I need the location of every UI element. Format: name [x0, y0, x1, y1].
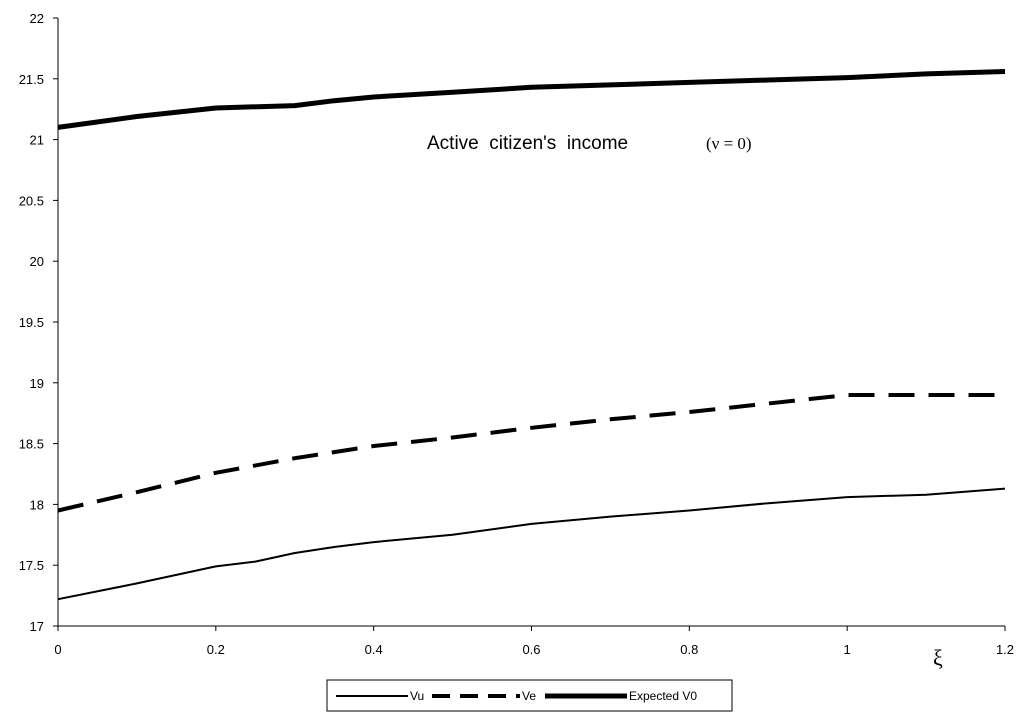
legend-items: Vu Ve Expected V0 [336, 689, 697, 703]
x-axis-label: ξ [933, 645, 943, 670]
series-line-vu [57, 487, 1006, 601]
x-ticks: 0 0.2 0.4 0.6 0.8 1 1.2 [54, 626, 1014, 657]
series-layer [57, 69, 1006, 601]
series-line-ve [57, 393, 1005, 513]
x-tick-label: 0 [54, 642, 61, 657]
y-tick-label: 20.5 [19, 193, 44, 208]
x-tick-label: 0.6 [522, 642, 540, 657]
x-tick-label: 1 [844, 642, 851, 657]
y-tick-label: 21 [30, 133, 44, 148]
y-tick-label: 19 [30, 376, 44, 391]
y-tick-label: 20 [30, 254, 44, 269]
legend-label: Ve [522, 689, 536, 703]
x-tick-label: 0.2 [207, 642, 225, 657]
legend-label: Expected V0 [629, 689, 697, 703]
y-tick-label: 17.5 [19, 558, 44, 573]
x-tick-label: 0.8 [680, 642, 698, 657]
legend: Vu Ve Expected V0 [326, 679, 733, 712]
y-tick-label: 21.5 [19, 72, 44, 87]
annotation-subtext: (ν = 0) [706, 134, 752, 153]
x-tick-label: 1.2 [996, 642, 1014, 657]
x-tick-label: 0.4 [365, 642, 383, 657]
series-line-expected-v0 [57, 69, 1006, 130]
y-tick-label: 22 [30, 11, 44, 26]
y-tick-label: 18 [30, 497, 44, 512]
y-tick-label: 19.5 [19, 315, 44, 330]
annotation-text: Active citizen's income [427, 133, 628, 154]
y-ticks: 17 17.5 18 18.5 19 19.5 20 20.5 21 21.5 22 [19, 11, 58, 634]
y-tick-label: 17 [30, 619, 44, 634]
y-tick-label: 18.5 [19, 437, 44, 452]
legend-label: Vu [410, 689, 424, 703]
